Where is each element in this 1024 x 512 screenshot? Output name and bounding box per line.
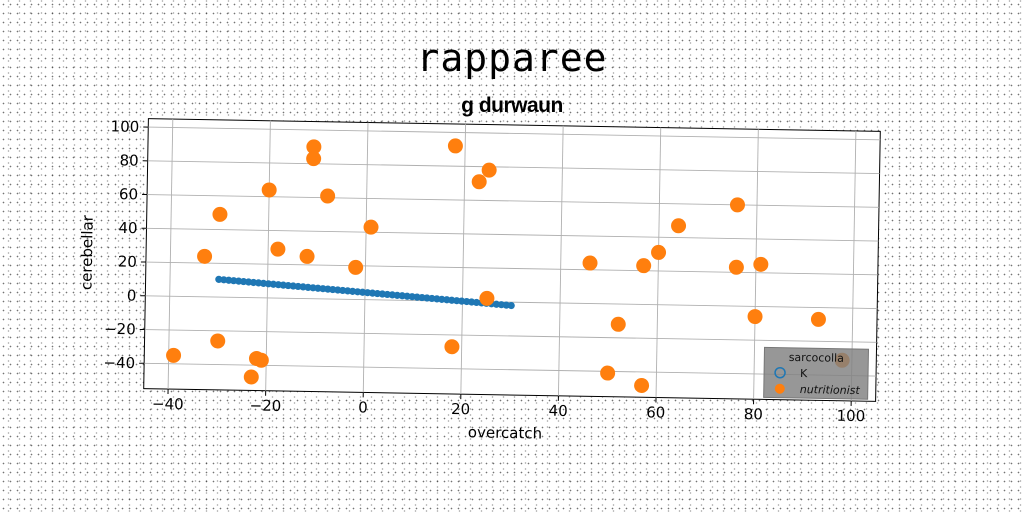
x-gridline bbox=[167, 119, 174, 390]
x-axis-label: overcatch bbox=[468, 423, 543, 442]
data-point-nutritionist bbox=[753, 256, 769, 272]
data-point-nutritionist bbox=[582, 255, 598, 271]
data-point-nutritionist bbox=[299, 248, 315, 264]
data-point-nutritionist bbox=[270, 241, 286, 257]
legend-box bbox=[763, 346, 870, 400]
y-gridline bbox=[145, 261, 878, 276]
x-tick-label: 40 bbox=[548, 402, 567, 420]
data-point-nutritionist bbox=[212, 206, 228, 222]
data-point-nutritionist bbox=[306, 151, 322, 167]
data-point-nutritionist bbox=[651, 244, 667, 260]
data-point-nutritionist bbox=[210, 333, 226, 349]
data-point-nutritionist bbox=[481, 162, 497, 178]
x-tick-label: −40 bbox=[152, 395, 184, 414]
data-point-nutritionist bbox=[197, 248, 213, 264]
y-tick-label: 60 bbox=[119, 185, 138, 203]
chart-title: rapparee bbox=[416, 36, 608, 80]
x-tick-label: 80 bbox=[744, 405, 763, 423]
y-gridline bbox=[146, 227, 879, 242]
legend-marker-nutritionist bbox=[774, 383, 785, 394]
x-tick-label: 100 bbox=[836, 407, 865, 425]
y-gridline bbox=[148, 126, 881, 141]
data-point-nutritionist bbox=[166, 347, 182, 363]
data-point-nutritionist bbox=[747, 309, 763, 325]
y-tick-label: 20 bbox=[118, 253, 137, 271]
y-tick-label: 100 bbox=[110, 117, 139, 135]
x-tick-label: 0 bbox=[358, 398, 368, 416]
data-point-nutritionist bbox=[320, 188, 336, 204]
data-point-nutritionist bbox=[728, 259, 744, 275]
data-point-nutritionist bbox=[810, 311, 826, 327]
data-point-nutritionist bbox=[610, 316, 626, 332]
y-tick-label: 0 bbox=[127, 286, 137, 304]
x-gridline bbox=[460, 124, 467, 395]
y-gridline bbox=[147, 160, 880, 175]
data-point-nutritionist bbox=[261, 182, 277, 198]
data-point-nutritionist bbox=[729, 197, 745, 213]
chart-subtitle: g durwaun bbox=[461, 94, 563, 117]
data-point-nutritionist bbox=[634, 377, 650, 393]
x-gridline bbox=[557, 125, 564, 396]
y-tick-label: 40 bbox=[118, 219, 137, 237]
data-point-nutritionist bbox=[243, 369, 259, 385]
x-tick-label: −20 bbox=[249, 396, 281, 415]
data-point-k bbox=[507, 301, 515, 310]
x-gridline bbox=[655, 127, 662, 398]
legend-title: sarcocolla bbox=[789, 351, 844, 365]
legend-label-k: K bbox=[800, 367, 808, 380]
data-point-nutritionist bbox=[444, 339, 460, 355]
legend-marker-k bbox=[774, 366, 786, 379]
legend-label-nutritionist: nutritionist bbox=[800, 383, 861, 397]
y-gridline bbox=[144, 329, 877, 343]
x-gridline bbox=[265, 120, 271, 391]
x-gridline bbox=[362, 122, 369, 393]
y-tick-label: 80 bbox=[119, 151, 138, 169]
data-point-nutritionist bbox=[636, 258, 652, 274]
y-axis-label: cerebellar bbox=[77, 214, 96, 290]
x-tick-label: 20 bbox=[451, 400, 470, 418]
data-point-nutritionist bbox=[306, 139, 322, 155]
y-tick-label: −40 bbox=[103, 354, 135, 373]
x-tick-label: 60 bbox=[646, 403, 665, 421]
data-point-nutritionist bbox=[253, 352, 269, 368]
data-point-nutritionist bbox=[600, 365, 616, 381]
data-point-nutritionist bbox=[447, 138, 463, 154]
data-point-nutritionist bbox=[471, 174, 487, 190]
y-tick-label: −20 bbox=[104, 320, 136, 339]
legend: sarcocolla K nutritionist bbox=[763, 346, 870, 400]
data-point-nutritionist bbox=[479, 290, 495, 306]
data-point-nutritionist bbox=[671, 218, 687, 234]
data-point-nutritionist bbox=[348, 259, 364, 275]
data-point-nutritionist bbox=[363, 219, 379, 235]
